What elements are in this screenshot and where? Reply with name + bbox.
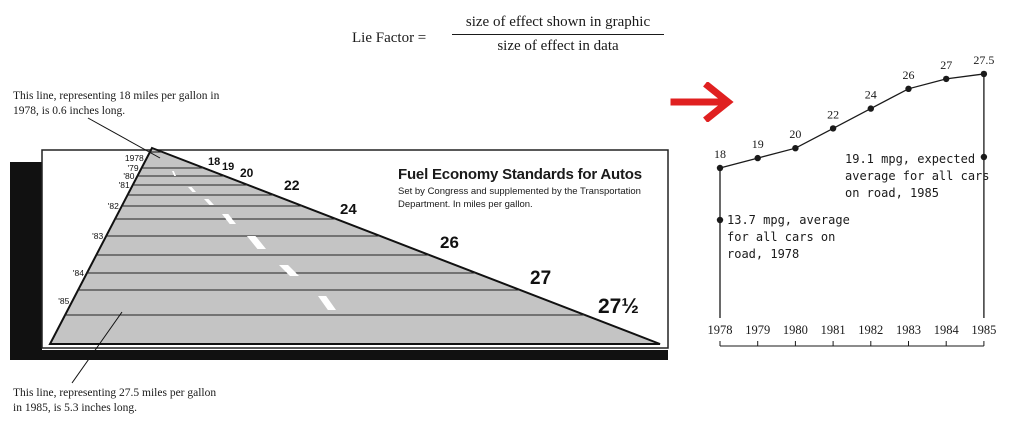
annotation-1978-line: 13.7 mpg, average <box>727 213 850 227</box>
road-year-labels: 1978'79'80'81 '82 '83 '84 '85 <box>58 153 144 306</box>
mpg-line <box>719 73 984 169</box>
data-point <box>905 85 912 93</box>
callout-bottom: This line, representing 27.5 miles per g… <box>13 387 217 414</box>
annotation-1985-line: 19.1 mpg, expected <box>845 152 975 166</box>
lane-dash <box>172 171 176 176</box>
annotation-1978-line: for all cars on <box>727 230 835 244</box>
year-tick-label: 1978 <box>708 323 733 337</box>
formula-fraction: size of effect shown in graphic size of … <box>452 14 664 55</box>
data-label: 27.5 <box>973 53 994 67</box>
year-tick-label: 1979 <box>745 323 770 337</box>
year-tick-label: 1984 <box>934 323 960 337</box>
value-label: 27½ <box>598 295 639 318</box>
callout-top: This line, representing 18 miles per gal… <box>13 90 220 117</box>
annotations: 13.7 mpg, average for all cars on road, 19… <box>716 152 990 261</box>
year-label: '81 <box>119 180 130 190</box>
road-chart: 1978'79'80'81 '82 '83 '84 '85 18 19 20 22 24 26 27… <box>10 117 669 384</box>
lane-dash <box>188 187 196 192</box>
year-label: '84 <box>73 268 84 278</box>
annotation-dot-1978 <box>716 216 724 224</box>
formula-denominator: size of effect in data <box>497 38 619 54</box>
data-label: 27 <box>940 58 952 72</box>
data-label: 19 <box>752 137 764 151</box>
value-label: 27 <box>530 268 551 289</box>
leader-bottom <box>71 311 123 384</box>
value-label: 19 <box>222 161 234 173</box>
data-point <box>754 154 761 162</box>
road-lane-dashes <box>172 171 336 310</box>
data-label: 24 <box>865 88 877 102</box>
road-year-lines <box>65 151 585 316</box>
road-chart-title-block: Fuel Economy Standards for Autos Set by … <box>398 166 668 211</box>
lane-dash <box>204 199 214 205</box>
value-label: 18 <box>208 156 220 168</box>
line-chart: 1978 1979 1980 1981 1982 1983 1984 1985 18 19 20 2… <box>708 53 996 347</box>
x-axis: 1978 1979 1980 1981 1982 1983 1984 1985 <box>708 323 996 347</box>
lane-dash <box>222 214 236 224</box>
year-tick-label: 1981 <box>821 323 846 337</box>
data-label: 18 <box>714 147 726 161</box>
annotation-1985-line: average for all cars <box>845 169 990 183</box>
data-point <box>867 105 874 112</box>
formula-numerator: size of effect shown in graphic <box>452 14 664 35</box>
leader-top <box>87 117 161 159</box>
formula-lhs: Lie Factor = <box>352 30 427 46</box>
road-value-labels: 18 19 20 22 24 26 27 27½ <box>208 156 639 318</box>
road-triangle <box>48 146 661 345</box>
year-tick-label: 1985 <box>971 323 996 337</box>
year-label: '82 <box>108 201 119 211</box>
data-point <box>792 145 799 152</box>
data-label: 26 <box>903 68 915 82</box>
year-tick-label: 1980 <box>783 323 808 337</box>
road-chart-subtitle: Set by Congress and supplemented by the … <box>398 186 641 210</box>
data-point <box>943 75 950 83</box>
year-tick-label: 1983 <box>896 323 921 337</box>
mpg-series: 18 19 20 22 24 26 27 27.5 <box>714 53 994 318</box>
year-label: '83 <box>92 231 103 241</box>
data-point <box>829 125 837 132</box>
data-label: 22 <box>827 107 839 121</box>
year-tick-label: 1982 <box>858 323 883 337</box>
value-label: 24 <box>340 201 357 218</box>
road-surface <box>48 146 661 345</box>
lie-factor-formula: Lie Factor = size of effect shown in gra… <box>352 14 672 64</box>
year-label: '85 <box>58 296 69 306</box>
year-label: 1978 <box>125 153 144 163</box>
annotation-1985-line: on road, 1985 <box>845 186 939 200</box>
lane-dash <box>279 265 299 276</box>
annotation-dot-1985 <box>980 153 988 161</box>
year-label: '80 <box>123 171 134 181</box>
year-label: '79 <box>128 163 139 173</box>
road-chart-title: Fuel Economy Standards for Autos <box>398 166 642 183</box>
annotation-1978-line: road, 1978 <box>727 247 799 261</box>
callout-leaders <box>71 117 161 384</box>
data-label: 20 <box>789 127 801 141</box>
lane-dash <box>247 236 266 249</box>
lane-dash <box>318 296 336 310</box>
value-label: 20 <box>240 166 254 180</box>
value-label: 26 <box>440 233 459 252</box>
value-label: 22 <box>284 177 300 193</box>
right-arrow-icon <box>670 82 734 122</box>
